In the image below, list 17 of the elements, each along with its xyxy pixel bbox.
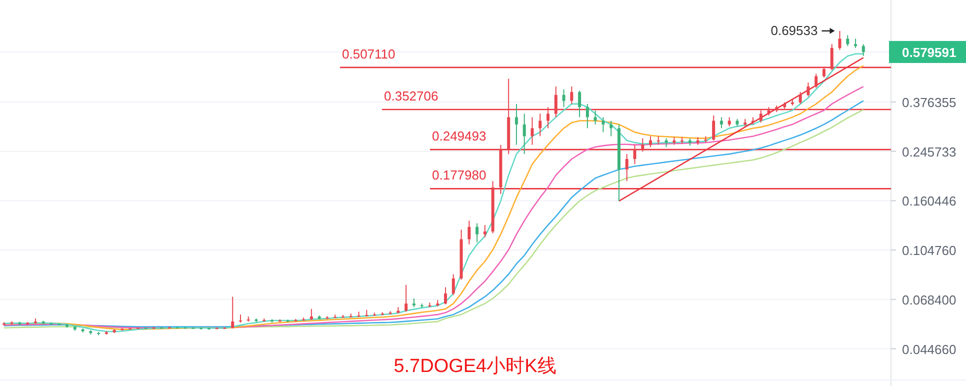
ref-line-label: 0.507110: [342, 46, 396, 62]
ref-line: 0.352706: [382, 88, 891, 110]
y-tick-label: 0.160446: [902, 194, 956, 209]
ref-line-label: 0.177980: [432, 168, 486, 183]
y-tick-label: 0.044660: [902, 342, 956, 357]
ref-line-label: 0.352706: [384, 88, 438, 104]
annotation: 0.69533: [770, 22, 818, 38]
y-tick-label: 0.579591: [902, 44, 956, 60]
ref-line: 0.249493: [430, 128, 891, 150]
ref-line: 0.507110: [340, 46, 891, 68]
y-tick-label: 0.245733: [902, 144, 956, 160]
y-tick-label: 0.068400: [902, 292, 956, 308]
y-tick-label: 0.376355: [902, 94, 956, 110]
ref-line-label: 0.249493: [432, 128, 486, 144]
ref-line: 0.177980: [430, 168, 891, 190]
y-tick-label: 0.104760: [902, 243, 956, 258]
text: 5.7DOGE4小时K线: [394, 356, 556, 377]
